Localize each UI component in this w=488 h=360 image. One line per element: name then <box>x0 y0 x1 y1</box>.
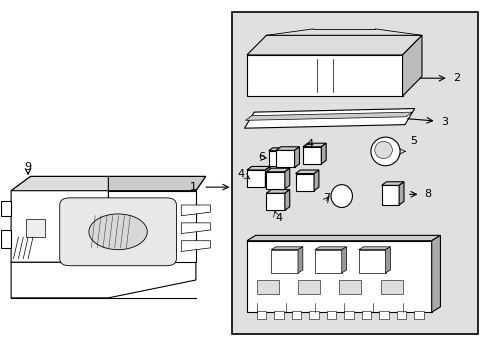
Polygon shape <box>276 150 294 167</box>
Polygon shape <box>294 147 299 167</box>
Polygon shape <box>358 249 385 273</box>
Text: 3: 3 <box>441 117 447 127</box>
Bar <box>396 311 406 319</box>
Polygon shape <box>398 182 403 205</box>
Bar <box>232 12 477 334</box>
Polygon shape <box>268 151 283 166</box>
Polygon shape <box>246 55 402 96</box>
Polygon shape <box>266 172 285 189</box>
Polygon shape <box>266 193 285 210</box>
Polygon shape <box>246 166 270 170</box>
Text: 4: 4 <box>306 139 313 149</box>
FancyBboxPatch shape <box>60 198 176 266</box>
Bar <box>413 311 423 319</box>
Polygon shape <box>181 241 210 251</box>
Polygon shape <box>265 166 270 187</box>
Ellipse shape <box>374 141 391 158</box>
Ellipse shape <box>330 185 352 207</box>
Polygon shape <box>245 112 411 120</box>
Polygon shape <box>1 230 11 248</box>
Polygon shape <box>26 219 45 237</box>
Bar <box>378 311 388 319</box>
Bar <box>339 280 361 294</box>
Polygon shape <box>381 185 398 205</box>
Polygon shape <box>268 148 287 151</box>
Polygon shape <box>108 176 205 191</box>
Ellipse shape <box>370 137 399 166</box>
Text: 4: 4 <box>237 168 244 179</box>
Text: 1: 1 <box>189 182 197 192</box>
Polygon shape <box>181 223 210 234</box>
Polygon shape <box>285 190 289 210</box>
Polygon shape <box>314 249 341 273</box>
Polygon shape <box>11 176 205 191</box>
Polygon shape <box>297 247 302 273</box>
Polygon shape <box>246 235 440 241</box>
Text: 8: 8 <box>424 189 430 199</box>
Polygon shape <box>385 247 389 273</box>
Polygon shape <box>11 262 196 298</box>
Bar <box>297 280 319 294</box>
Polygon shape <box>341 247 346 273</box>
Bar <box>308 311 318 319</box>
Polygon shape <box>402 35 421 96</box>
Polygon shape <box>271 249 297 273</box>
Ellipse shape <box>89 214 147 249</box>
Bar <box>291 311 301 319</box>
Polygon shape <box>181 205 210 216</box>
Bar <box>256 280 278 294</box>
Text: 4: 4 <box>274 212 282 222</box>
Polygon shape <box>266 168 289 172</box>
Polygon shape <box>271 247 302 249</box>
Bar <box>326 311 336 319</box>
Polygon shape <box>266 190 289 193</box>
Text: 2: 2 <box>453 73 460 83</box>
Text: 7: 7 <box>322 193 329 203</box>
Polygon shape <box>246 241 431 312</box>
Text: 9: 9 <box>24 162 32 172</box>
Polygon shape <box>302 143 325 147</box>
Text: 6: 6 <box>258 152 264 162</box>
Text: 5: 5 <box>409 136 416 147</box>
Bar <box>256 311 266 319</box>
Bar <box>344 311 353 319</box>
Polygon shape <box>314 247 346 249</box>
Polygon shape <box>283 148 287 166</box>
Polygon shape <box>381 182 403 185</box>
Polygon shape <box>246 170 265 187</box>
Polygon shape <box>313 170 318 191</box>
Polygon shape <box>244 109 414 128</box>
Polygon shape <box>295 174 313 191</box>
Bar <box>380 280 402 294</box>
Polygon shape <box>321 143 325 164</box>
Polygon shape <box>108 191 196 262</box>
Polygon shape <box>1 202 11 216</box>
Bar <box>274 311 284 319</box>
Polygon shape <box>431 235 440 312</box>
Polygon shape <box>295 170 318 174</box>
Polygon shape <box>246 35 421 55</box>
Polygon shape <box>358 247 389 249</box>
Polygon shape <box>285 168 289 189</box>
Polygon shape <box>11 176 108 262</box>
Polygon shape <box>276 147 299 150</box>
Bar <box>361 311 371 319</box>
Polygon shape <box>302 147 321 164</box>
